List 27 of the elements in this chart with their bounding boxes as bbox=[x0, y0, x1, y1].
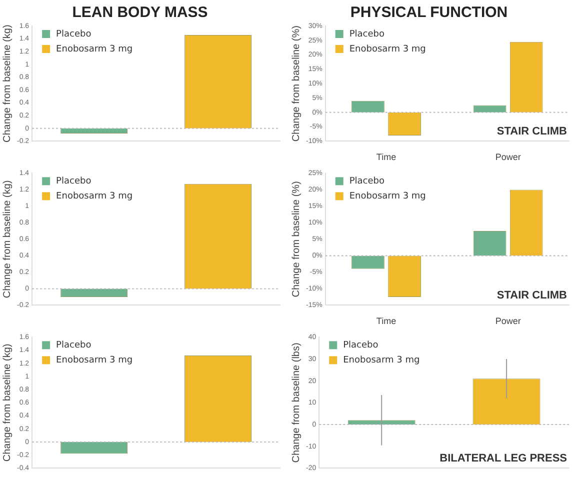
chart-title: PHYSICAL FUNCTION bbox=[350, 4, 508, 22]
legend-label: Enobosarm 3 mg bbox=[349, 192, 426, 202]
x-tick-label: Time bbox=[376, 152, 396, 162]
x-tick-label: Power bbox=[495, 316, 521, 326]
annotation: STAIR CLIMB bbox=[496, 126, 568, 138]
legend-label: Enobosarm 3 mg bbox=[56, 44, 133, 54]
legend-label: Placebo bbox=[56, 176, 92, 187]
legend-label: Placebo bbox=[56, 29, 92, 40]
annotation: BILATERAL LEG PRESS bbox=[440, 452, 567, 465]
legend-label: Placebo bbox=[349, 176, 385, 187]
x-tick-label: Time bbox=[376, 316, 396, 326]
legend-label: Enobosarm 3 mg bbox=[343, 356, 420, 366]
legend-label: Placebo bbox=[349, 29, 385, 40]
y-axis-title: Change from baseline (kg) bbox=[2, 180, 13, 298]
legend-label: Enobosarm 3 mg bbox=[349, 44, 426, 54]
y-axis-title: Change from baseline (kg) bbox=[2, 24, 13, 143]
legend-label: Placebo bbox=[343, 340, 379, 351]
y-axis-title: Change from baseline (%) bbox=[290, 181, 302, 298]
y-axis-title: Change from baseline (lbs) bbox=[290, 342, 302, 463]
x-tick-label: Power bbox=[495, 152, 521, 162]
annotation: STAIR CLIMB bbox=[496, 290, 568, 302]
chart-title: LEAN BODY MASS bbox=[72, 4, 208, 22]
legend-label: Enobosarm 3 mg bbox=[56, 192, 133, 202]
y-axis-title: Change from baseline (kg) bbox=[2, 344, 13, 462]
legend-label: Enobosarm 3 mg bbox=[56, 356, 133, 366]
y-axis-title: Change from baseline (%) bbox=[290, 26, 302, 142]
legend-label: Placebo bbox=[56, 340, 92, 351]
